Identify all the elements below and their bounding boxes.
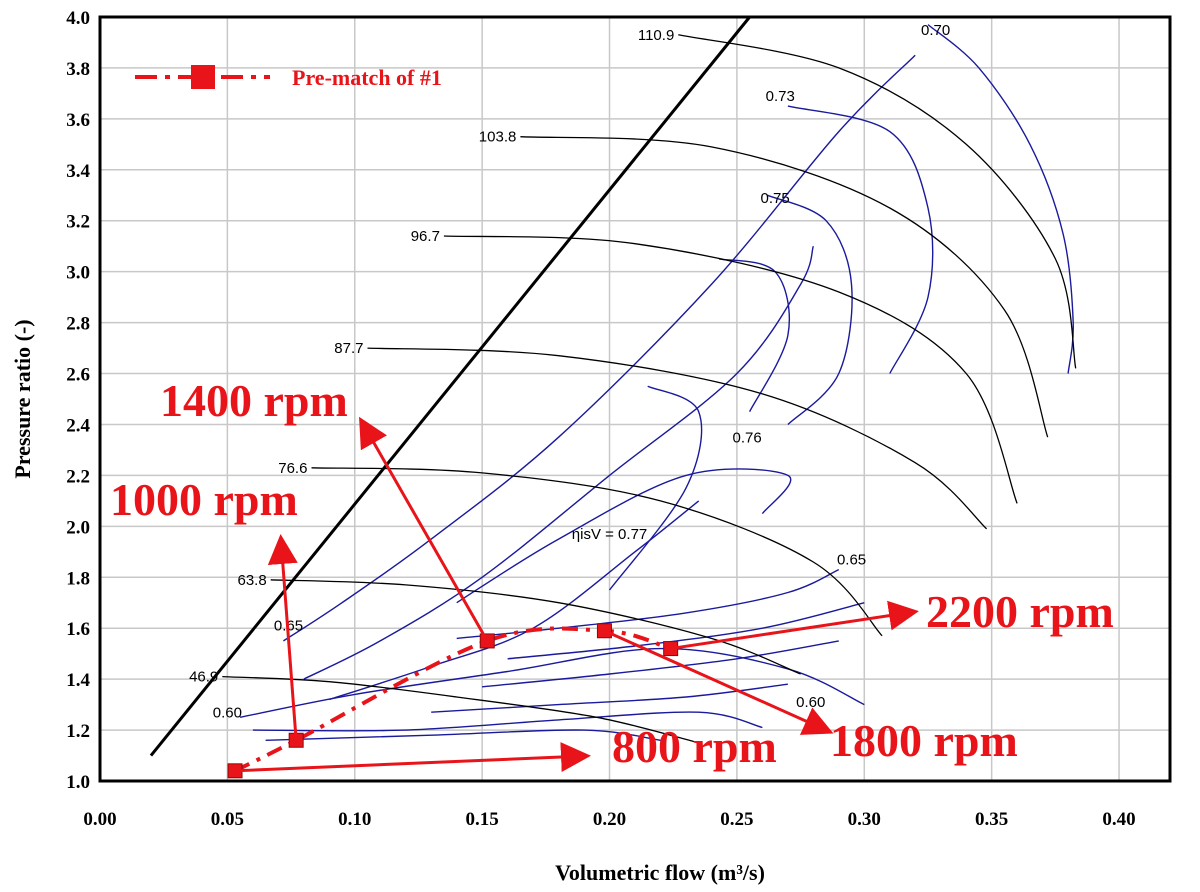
efficiency-contour (482, 640, 839, 688)
y-tick-label: 1.2 (66, 721, 90, 742)
y-tick-label: 2.4 (66, 415, 90, 436)
efficiency-label: 0.75 (761, 190, 790, 207)
efficiency-contour (303, 245, 814, 680)
legend-label: Pre-match of #1 (292, 65, 442, 90)
rpm-label: 800 rpm (612, 721, 777, 772)
x-axis-title: Volumetric flow (m³/s) (555, 860, 765, 885)
efficiency-contour (927, 24, 1074, 374)
efficiency-contour (265, 729, 661, 741)
y-axis-ticks: 1.0 1.2 1.4 1.6 1.8 2.0 2.2 2.4 2.6 2.8 3.0 3.2 3.4 3… (66, 8, 90, 793)
efficiency-contour (787, 105, 934, 374)
rpm-arrow (670, 600, 919, 651)
speed-label: 103.8 (479, 129, 517, 146)
y-tick-label: 2.2 (66, 466, 90, 487)
speed-line (311, 467, 883, 637)
efficiency-contour (718, 258, 791, 413)
speed-line (443, 235, 1018, 504)
efficiency-label: ηisV = 0.77 (572, 526, 647, 543)
y-tick-label: 1.4 (66, 670, 90, 691)
rpm-arrow (603, 629, 834, 735)
legend: Pre-match of #1 (135, 65, 442, 90)
efficiency-contour (507, 602, 865, 660)
rpm-arrow (359, 416, 489, 642)
efficiency-label: 0.60 (796, 694, 825, 711)
x-tick-label: 0.40 (1102, 809, 1135, 830)
x-tick-label: 0.35 (975, 809, 1008, 830)
operating-line-path (234, 626, 672, 773)
surge-line-path (149, 16, 751, 757)
efficiency-label: 0.60 (213, 704, 242, 721)
x-axis-ticks: 0.00 0.05 0.10 0.15 0.20 0.25 0.30 0.35 0.40 (83, 809, 1135, 830)
x-tick-label: 0.15 (466, 809, 499, 830)
efficiency-contour (239, 647, 865, 718)
rpm-arrow (234, 742, 591, 773)
rpm-label: 1000 rpm (110, 474, 298, 525)
y-tick-label: 1.8 (66, 568, 90, 589)
speed-line (367, 347, 988, 530)
speed-label: 63.8 (237, 572, 266, 589)
speed-label: 96.7 (411, 228, 440, 245)
efficiency-contour (456, 468, 792, 604)
x-tick-label: 0.00 (83, 809, 116, 830)
legend-marker (191, 65, 215, 89)
rpm-label: 2200 rpm (926, 586, 1114, 637)
y-tick-label: 3.0 (66, 263, 90, 284)
efficiency-label: 0.70 (921, 22, 950, 39)
y-tick-label: 3.6 (66, 110, 90, 131)
y-tick-label: 2.8 (66, 314, 90, 335)
rpm-arrow (267, 534, 298, 741)
rpm-label: 1800 rpm (830, 715, 1018, 766)
y-tick-label: 2.0 (66, 517, 90, 538)
surge-line (149, 16, 751, 757)
speed-line (222, 675, 699, 744)
rpm-annotations: 800 rpm 1000 rpm 1400 rpm 1800 rpm 2200 rpm (110, 375, 1114, 773)
efficiency-contour (456, 568, 840, 640)
y-tick-label: 4.0 (66, 8, 90, 29)
x-tick-label: 0.10 (338, 809, 371, 830)
x-tick-label: 0.25 (720, 809, 753, 830)
efficiency-contour (283, 54, 916, 642)
y-tick-label: 3.2 (66, 212, 90, 233)
y-tick-label: 1.0 (66, 772, 90, 793)
speed-label: 87.7 (334, 340, 363, 357)
x-tick-label: 0.05 (211, 809, 244, 830)
speed-label: 110.9 (638, 27, 674, 44)
x-tick-label: 0.20 (593, 809, 626, 830)
efficiency-contour (608, 385, 703, 591)
x-tick-label: 0.30 (848, 809, 881, 830)
y-tick-label: 3.8 (66, 59, 90, 80)
efficiency-label: 0.76 (732, 429, 761, 446)
y-axis-title: Pressure ratio (-) (10, 319, 35, 478)
efficiency-contour (767, 194, 853, 425)
speed-line (520, 136, 1049, 438)
y-tick-label: 3.4 (66, 161, 90, 182)
speed-line (270, 579, 801, 675)
speed-label: 76.6 (278, 460, 307, 477)
speed-line (678, 34, 1077, 369)
y-tick-label: 1.6 (66, 619, 90, 640)
efficiency-label: 0.65 (837, 552, 866, 569)
efficiency-label: 0.73 (766, 88, 795, 105)
rpm-label: 1400 rpm (160, 375, 348, 426)
plot-area-border (98, 15, 1172, 783)
y-tick-label: 2.6 (66, 365, 90, 386)
efficiency-contour (252, 711, 763, 732)
